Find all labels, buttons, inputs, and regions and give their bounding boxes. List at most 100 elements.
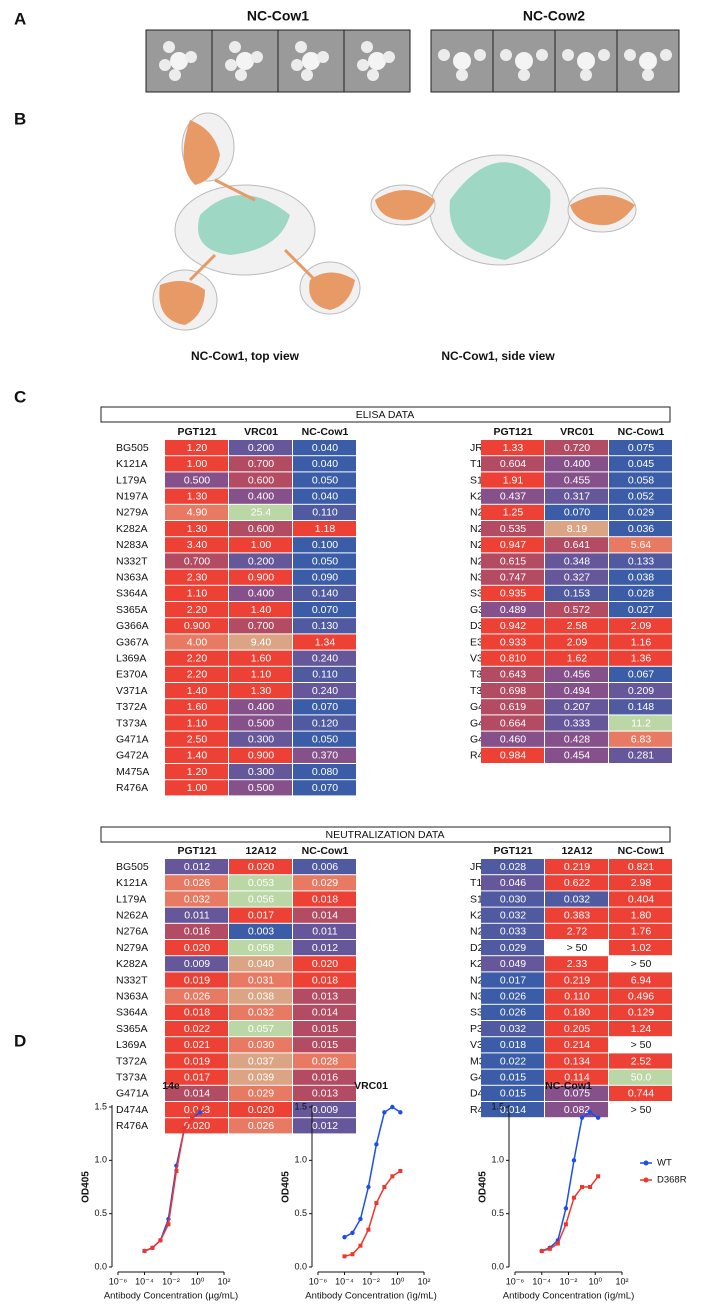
row-label: G471A [116, 1088, 149, 1100]
structure-side-view [371, 155, 636, 265]
row-label: R476A [116, 782, 148, 794]
cell-value: 0.013 [312, 990, 338, 1002]
row-label: N283A [116, 539, 148, 551]
data-point [398, 1110, 402, 1114]
cell-value: 2.20 [187, 652, 208, 664]
cell-value: 9.40 [251, 636, 272, 648]
column-header: PGT121 [493, 845, 532, 857]
cell-value: 1.40 [187, 750, 208, 762]
cell-value: 0.032 [184, 893, 210, 905]
cell-value: 0.209 [628, 685, 654, 697]
data-point [572, 1158, 576, 1162]
cell-value: 1.00 [187, 458, 208, 470]
cell-value: 0.219 [564, 861, 590, 873]
cell-value: 0.821 [628, 861, 654, 873]
cell-value: 0.020 [184, 1120, 210, 1132]
row-label: K121A [116, 458, 148, 470]
x-tick-label: 10⁰ [588, 1276, 602, 1286]
x-tick-label: 10² [417, 1276, 430, 1286]
density [518, 69, 530, 81]
cell-value: 1.10 [187, 588, 208, 600]
cell-value: 0.600 [248, 523, 274, 535]
density [295, 41, 307, 53]
cell-value: 0.016 [312, 1071, 338, 1083]
x-tick-label: 10⁻² [362, 1276, 380, 1286]
cell-value: 0.058 [248, 942, 274, 954]
column-header: VRC01 [244, 426, 278, 438]
cell-value: 0.050 [312, 733, 338, 745]
density [235, 69, 247, 81]
data-point [350, 1231, 354, 1235]
cell-value: 0.022 [184, 1023, 210, 1035]
row-label: K282A [116, 523, 148, 535]
cell-value: 0.022 [500, 1055, 526, 1067]
cell-value: 0.029 [248, 1088, 274, 1100]
data-point [182, 1126, 186, 1130]
data-point [198, 1110, 202, 1114]
cell-value: 0.012 [312, 1120, 338, 1132]
cell-value: 1.36 [631, 652, 652, 664]
table-title: ELISA DATA [356, 409, 415, 421]
cell-value: 8.19 [567, 523, 588, 535]
data-point [382, 1110, 386, 1114]
density [598, 49, 610, 61]
data-point [374, 1142, 378, 1146]
cell-value: 0.240 [312, 685, 338, 697]
x-tick-label: 10⁰ [191, 1276, 205, 1286]
cell-value: 0.038 [628, 571, 654, 583]
cell-value: 0.013 [312, 1088, 338, 1100]
cell-value: 0.049 [500, 958, 526, 970]
cell-value: 0.428 [564, 733, 590, 745]
cell-value: > 50 [631, 958, 652, 970]
cell-value: 6.83 [631, 733, 652, 745]
cell-value: 0.039 [248, 1071, 274, 1083]
cell-value: 0.031 [248, 974, 274, 986]
row-label: E370A [116, 669, 148, 681]
cell-value: 0.604 [500, 458, 526, 470]
cell-value: 0.120 [312, 717, 338, 729]
row-label: T373A [116, 717, 147, 729]
y-tick-label: 1.5 [94, 1101, 107, 1111]
row-label: N197A [116, 490, 148, 502]
y-tick-label: 1.0 [491, 1155, 504, 1165]
cell-value: 0.015 [500, 1088, 526, 1100]
x-tick-label: 10⁻⁶ [506, 1276, 525, 1286]
panel-label: A [14, 9, 26, 28]
density [624, 49, 636, 61]
row-label: N363A [116, 990, 148, 1002]
y-tick-label: 0.5 [491, 1208, 504, 1218]
cell-value: 1.10 [187, 717, 208, 729]
row-label: V371A [116, 685, 148, 697]
y-axis-label: OD405 [478, 1171, 489, 1203]
density [368, 52, 386, 70]
cell-value: 0.317 [564, 490, 590, 502]
cell-value: 0.021 [184, 1039, 210, 1051]
data-point [374, 1201, 378, 1205]
cell-value: 0.207 [564, 701, 590, 713]
cell-value: 0.496 [628, 990, 654, 1002]
cell-value: 2.58 [567, 620, 588, 632]
cell-value: 0.219 [564, 974, 590, 986]
cell-value: 0.011 [312, 926, 338, 938]
density [302, 52, 320, 70]
cell-value: 0.348 [564, 555, 590, 567]
y-tick-label: 1.5 [491, 1101, 504, 1111]
cell-value: 0.009 [312, 1104, 338, 1116]
cell-value: 0.205 [564, 1023, 590, 1035]
density [170, 52, 188, 70]
data-point [572, 1196, 576, 1200]
cell-value: 0.134 [564, 1055, 590, 1067]
data-point [342, 1235, 346, 1239]
x-tick-label: 10⁻⁴ [135, 1276, 154, 1286]
panel-title: NC-Cow2 [523, 8, 585, 24]
column-header: NC-Cow1 [302, 845, 349, 857]
row-label: N276A [116, 926, 148, 938]
cell-value: 0.052 [628, 490, 654, 502]
cell-value: 0.214 [564, 1039, 590, 1051]
row-label: L179A [116, 474, 146, 486]
cell-value: 0.643 [500, 669, 526, 681]
cell-value: 0.947 [500, 539, 526, 551]
data-point [588, 1185, 592, 1189]
y-tick-label: 0.0 [294, 1261, 307, 1271]
data-point [158, 1238, 162, 1242]
